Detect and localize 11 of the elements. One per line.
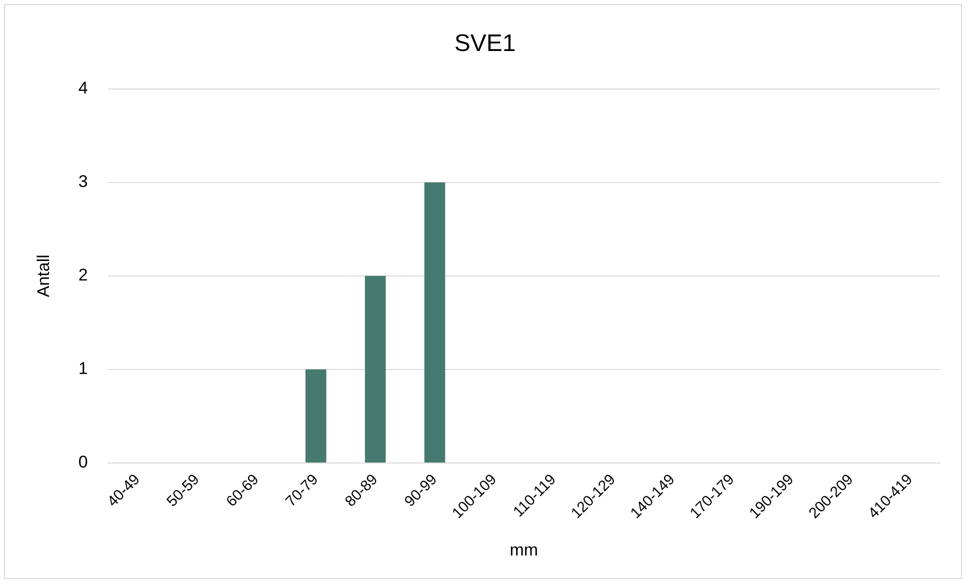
y-tick-label: 4: [78, 78, 88, 98]
bar: [364, 276, 386, 462]
chart-title: SVE1: [454, 30, 516, 58]
y-tick-label: 1: [78, 359, 88, 378]
y-tick-label: 2: [78, 266, 88, 285]
y-tick-label: 0: [78, 452, 88, 472]
bar: [424, 182, 446, 462]
x-axis-title: mm: [510, 540, 538, 560]
y-axis-title: Antall: [34, 254, 53, 298]
bar: [305, 369, 326, 462]
y-tick-label: 3: [78, 172, 88, 192]
